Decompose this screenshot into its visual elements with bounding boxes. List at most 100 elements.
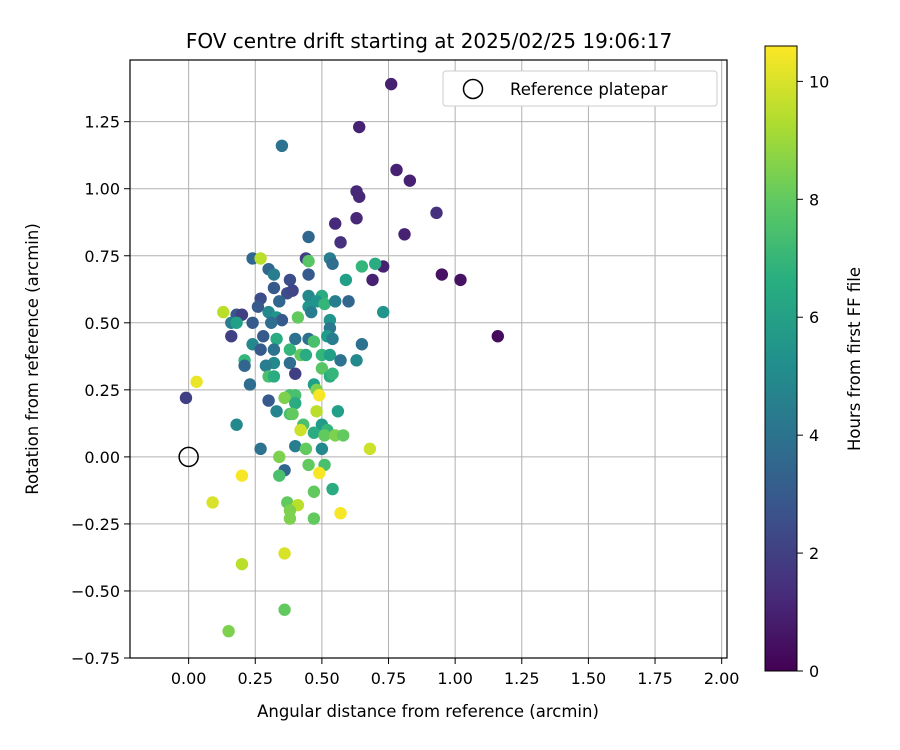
x-axis-label: Angular distance from reference (arcmin) [257, 702, 599, 721]
scatter-point [254, 252, 267, 265]
scatter-point [323, 348, 337, 362]
scatter-point [326, 257, 339, 271]
scatter-point [286, 284, 299, 297]
colorbar-tick-label: 4 [809, 426, 819, 445]
scatter-point [294, 423, 307, 437]
scatter-point [435, 268, 449, 281]
scatter-point [299, 442, 313, 456]
y-tick-label: −0.75 [71, 649, 120, 668]
scatter-point [313, 466, 326, 480]
scatter-point [363, 442, 377, 456]
scatter-point [331, 405, 345, 418]
scatter-point [390, 163, 403, 177]
y-tick-label: −0.50 [71, 582, 120, 601]
scatter-point [283, 356, 297, 370]
scatter-point [315, 442, 329, 456]
scatter-point [313, 389, 326, 402]
scatter-point [265, 316, 278, 329]
reference-platepar-marker [178, 446, 199, 468]
scatter-point [302, 268, 315, 281]
scatter-point [355, 338, 369, 351]
legend: Reference platepar [442, 70, 718, 107]
scatter-point [283, 343, 297, 356]
chart-title: FOV centre drift starting at 2025/02/25 … [186, 29, 672, 53]
scatter-point [217, 305, 230, 319]
scatter-point [267, 281, 281, 295]
scatter-point [262, 394, 275, 407]
scatter-point [454, 273, 467, 287]
scatter-point [254, 343, 267, 356]
colorbar-label: Hours from first FF file [845, 267, 864, 451]
scatter-point [350, 354, 363, 367]
scatter-point [273, 469, 286, 482]
data-points [179, 77, 504, 638]
scatter-point [273, 450, 286, 464]
scatter-point [329, 295, 342, 308]
scatter-point [283, 512, 297, 525]
x-tick-label: 1.00 [437, 669, 473, 688]
scatter-point [307, 485, 321, 498]
scatter-point [230, 316, 243, 329]
reference-marker [178, 446, 199, 468]
scatter-point [353, 120, 366, 134]
colorbar-tick-label: 0 [809, 662, 819, 681]
scatter-point [222, 624, 235, 638]
scatter-point [326, 482, 339, 496]
y-axis-ticks: −0.75 −0.50 −0.25 0.00 0.25 0.50 0.75 1.00 1.25 [71, 113, 130, 668]
scatter-point [286, 407, 299, 421]
x-tick-label: 0.50 [304, 669, 340, 688]
scatter-point [491, 330, 504, 343]
scatter-point [270, 405, 283, 418]
gridlines [130, 60, 727, 659]
x-tick-label: 0.00 [171, 669, 207, 688]
scatter-point [326, 367, 339, 380]
scatter-point [334, 236, 347, 249]
scatter-point [289, 367, 302, 380]
colorbar-tick-label: 6 [809, 308, 819, 327]
x-tick-label: 2.00 [704, 669, 740, 688]
scatter-point [430, 206, 443, 220]
y-tick-label: 1.00 [84, 180, 120, 199]
scatter-point [251, 300, 265, 313]
scatter-point [267, 343, 281, 356]
scatter-point [225, 330, 238, 343]
scatter-point [353, 190, 366, 203]
scatter-point [384, 77, 398, 91]
scatter-point [310, 405, 323, 418]
scatter-point [267, 268, 281, 281]
scatter-point [318, 429, 331, 442]
scatter-point [307, 335, 321, 348]
scatter-point [302, 230, 315, 244]
scatter-point [289, 439, 302, 453]
plot-frame [129, 59, 728, 659]
scatter-point [307, 512, 321, 525]
scatter-point [278, 603, 291, 616]
scatter-point [315, 362, 329, 375]
x-tick-label: 0.75 [371, 669, 407, 688]
scatter-point [235, 557, 249, 571]
y-axis-label: Rotation from reference (arcmin) [23, 223, 42, 495]
x-tick-label: 1.50 [571, 669, 607, 688]
y-tick-label: 0.75 [84, 247, 120, 266]
scatter-point [302, 254, 315, 268]
scatter-point [257, 330, 270, 343]
scatter-point [190, 375, 203, 388]
legend-circle-icon [462, 78, 484, 100]
scatter-point [398, 228, 411, 241]
y-tick-label: 0.00 [84, 448, 120, 467]
scatter-point [179, 391, 193, 405]
scatter-point [334, 354, 347, 367]
legend-entry-label: Reference platepar [510, 80, 668, 99]
scatter-point [291, 311, 305, 324]
scatter-point [334, 506, 347, 520]
scatter-point [270, 332, 283, 346]
scatter-point [246, 316, 259, 329]
scatter-point [275, 139, 289, 153]
scatter-point [368, 257, 382, 271]
y-tick-label: 1.25 [84, 113, 120, 132]
scatter-point [283, 273, 297, 287]
scatter-point [366, 273, 379, 287]
scatter-point [376, 305, 390, 319]
scatter-point [289, 332, 302, 346]
